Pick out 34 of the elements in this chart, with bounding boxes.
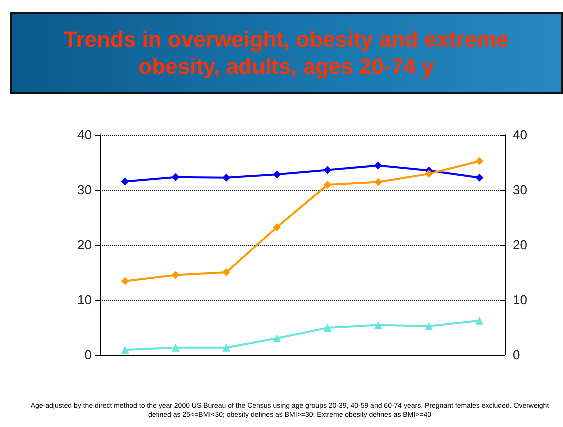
point (222, 174, 231, 182)
y2-tick-label: 30 (513, 182, 528, 198)
point (476, 157, 484, 166)
chart-title: Trends in overweight, obesity and extreme obesity, adults, ages 20-74 y (62, 26, 510, 80)
point (222, 268, 231, 276)
point (273, 334, 282, 342)
point (425, 170, 434, 178)
y-tick-label: 40 (78, 128, 92, 142)
point (476, 174, 484, 182)
point (172, 271, 180, 280)
y2-tick-label: 40 (513, 128, 528, 142)
point (273, 170, 282, 179)
y-tick-label: 30 (78, 182, 92, 198)
point (172, 344, 180, 352)
point (324, 324, 332, 332)
point (121, 346, 130, 354)
y2-tick-label: 20 (513, 238, 528, 252)
y2-tick-label: 0 (513, 348, 520, 362)
point (121, 178, 130, 186)
point (222, 344, 231, 352)
point (172, 173, 180, 182)
y-tick-label: 20 (78, 238, 92, 252)
point (121, 277, 130, 286)
point (374, 162, 382, 170)
point (425, 322, 434, 330)
point (374, 321, 382, 330)
point (476, 316, 484, 325)
y2-tick-label: 10 (513, 292, 528, 308)
point (273, 223, 282, 232)
point (324, 181, 332, 190)
point (374, 178, 382, 186)
y-tick-label: 10 (78, 292, 92, 308)
point (324, 166, 332, 174)
y-tick-label: 0 (84, 348, 92, 362)
